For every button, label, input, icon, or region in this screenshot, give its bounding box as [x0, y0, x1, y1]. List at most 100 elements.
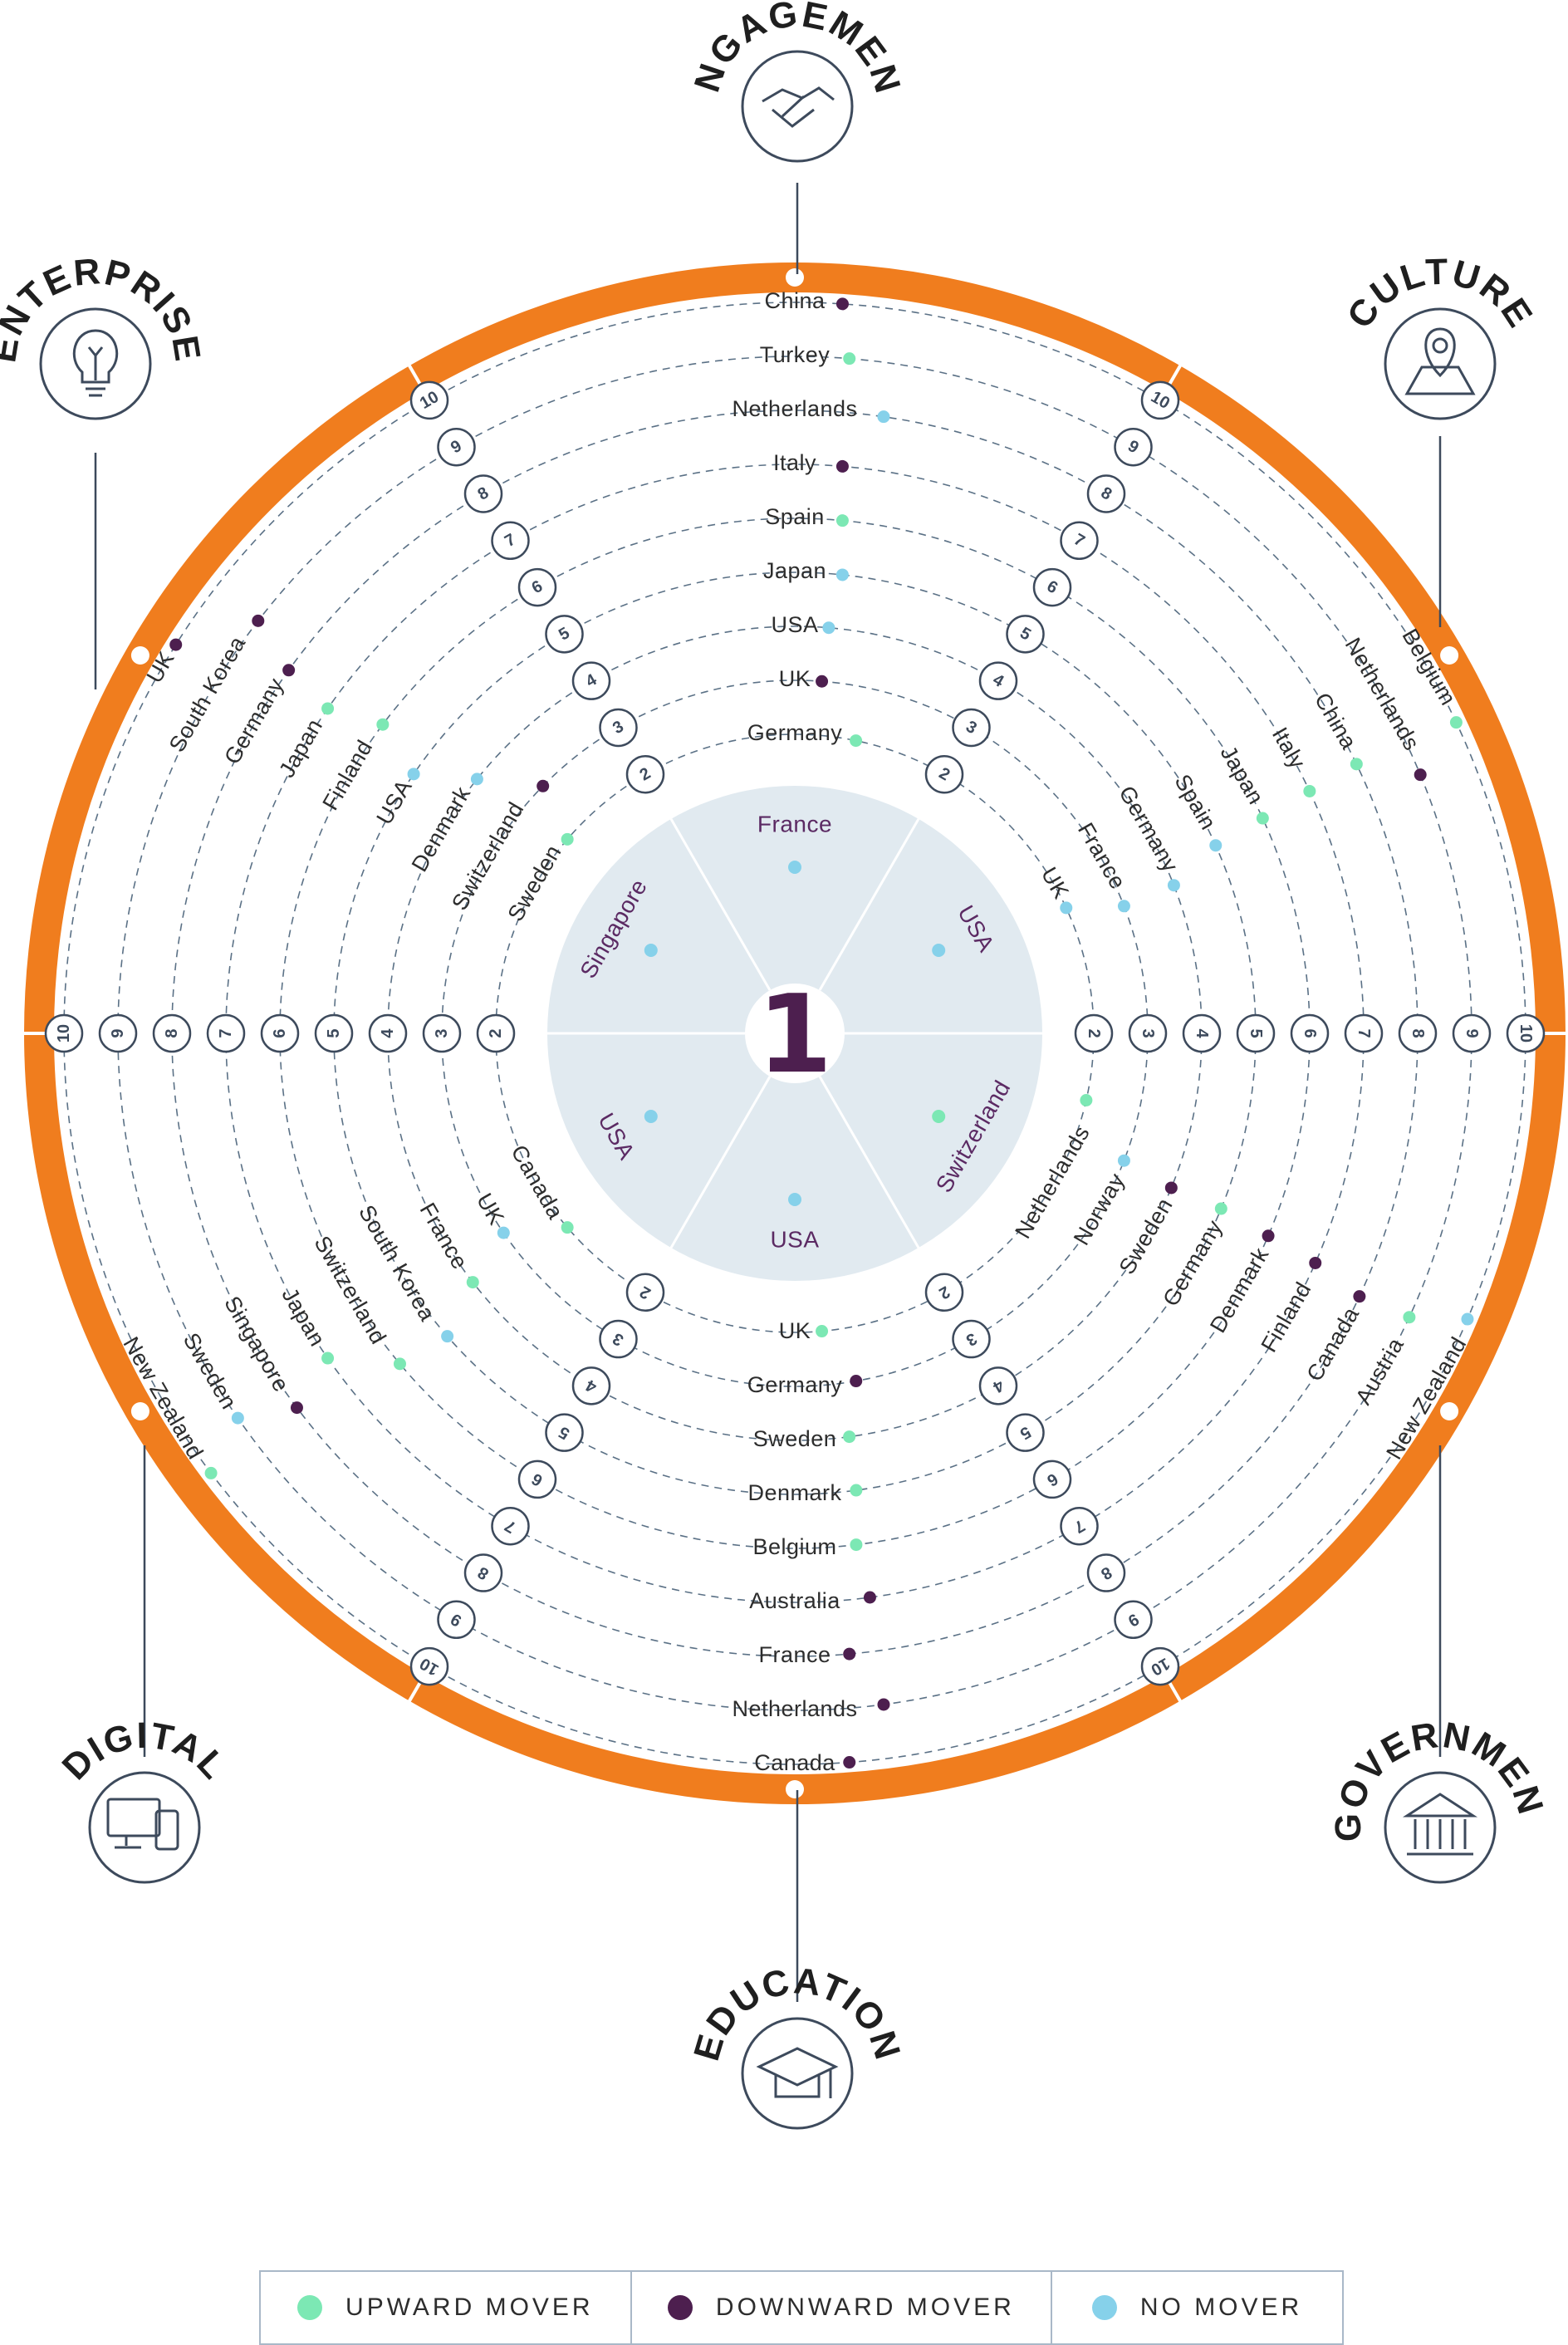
country-label: Sweden — [753, 1426, 837, 1451]
ring-dot — [130, 646, 149, 665]
country-label: Netherlands — [732, 1696, 857, 1721]
rank-badge — [571, 1366, 611, 1406]
rank-badge-number: 7 — [217, 1028, 235, 1038]
rank-badge — [1398, 1013, 1438, 1053]
rank-badge — [599, 708, 638, 748]
rank-badge — [1006, 1413, 1045, 1452]
rank-badge — [491, 1506, 530, 1546]
rank-badge — [409, 1646, 449, 1686]
first-place-dot — [932, 944, 946, 957]
map-pin-icon-glyph — [1404, 327, 1476, 395]
pin-shape — [1424, 327, 1456, 378]
mover-status-dot — [1080, 1094, 1093, 1107]
country-label: Italy — [773, 450, 816, 475]
country-label: Belgium — [752, 1534, 836, 1559]
mover-status-dot — [1309, 1256, 1322, 1269]
map-pin-icon — [1384, 307, 1497, 420]
mover-status-dot — [561, 832, 574, 846]
rank-badge-number: 5 — [325, 1028, 343, 1038]
handshake-icon-glyph — [762, 86, 835, 128]
country-label: Austria — [1350, 1333, 1409, 1409]
rank-badge — [1290, 1013, 1330, 1053]
mover-status-dot — [561, 1221, 574, 1234]
center-divider — [818, 818, 920, 991]
country-label: China — [1310, 689, 1362, 754]
mover-status-dot — [877, 1698, 890, 1711]
rank-badge-number: 5 — [1247, 1028, 1265, 1038]
country-label: Denmark — [747, 1480, 841, 1505]
legend: UPWARD MOVER DOWNWARD MOVER NO MOVER — [259, 2270, 1344, 2345]
country-label: UK — [1036, 863, 1074, 903]
country-label: Japan — [274, 714, 327, 782]
rank-badge — [152, 1013, 192, 1053]
mover-status-dot — [1164, 1181, 1178, 1195]
mover-status-dot — [169, 638, 183, 651]
mover-status-dot — [321, 1352, 335, 1365]
country-label: Japan — [277, 1283, 330, 1351]
rank-badge — [98, 1013, 138, 1053]
rank-badge — [422, 1013, 462, 1053]
country-label: Norway — [1069, 1169, 1129, 1249]
mover-status-dot — [1117, 1154, 1130, 1167]
mover-status-dot — [850, 1538, 863, 1552]
mover-status-dot — [850, 1484, 863, 1497]
rank-badge-number: 8 — [163, 1028, 181, 1038]
no-mover-dot — [1091, 2295, 1117, 2320]
rank-badge — [924, 754, 964, 794]
mover-status-dot — [290, 1401, 303, 1415]
rank-badge — [599, 1319, 638, 1359]
country-label: Germany — [1114, 782, 1183, 876]
rank-badge-number: 8 — [1409, 1028, 1427, 1038]
country-label: Japan — [1216, 742, 1269, 809]
country-label: Denmark — [1205, 1244, 1273, 1337]
rank-badge — [1182, 1013, 1222, 1053]
rank-badge — [476, 1013, 516, 1053]
mover-status-dot — [1209, 839, 1223, 852]
mover-status-dot — [537, 779, 550, 792]
mover-status-dot — [1262, 1229, 1275, 1243]
country-label: USA — [771, 612, 818, 637]
mover-status-dot — [466, 1276, 479, 1289]
rank-badge — [517, 567, 557, 607]
country-label: UK — [472, 1189, 509, 1229]
mover-status-dot — [1414, 768, 1427, 782]
mover-status-dot — [470, 773, 483, 786]
country-label: France — [758, 1642, 831, 1667]
country-label: Sweden — [1115, 1194, 1178, 1278]
rank-badge — [952, 1319, 991, 1359]
rank-badge — [625, 1273, 665, 1312]
center-divider — [669, 818, 772, 991]
rank-badge — [1114, 427, 1153, 467]
mover-status-dot — [843, 1430, 856, 1444]
country-label: Canada — [754, 1750, 835, 1775]
first-place-dot — [644, 1110, 658, 1123]
mover-status-dot — [441, 1330, 454, 1343]
rank-badge — [1452, 1013, 1492, 1053]
first-place-dot — [644, 944, 658, 957]
rank-badge — [437, 1600, 476, 1640]
rank-badge-number: 10 — [1517, 1024, 1535, 1042]
rank-badge — [1114, 1600, 1153, 1640]
map-base — [1404, 365, 1476, 395]
rank-badge — [1506, 1013, 1546, 1053]
first-place-dot — [932, 1110, 946, 1123]
mover-status-dot — [863, 1591, 876, 1604]
country-label: France — [1073, 818, 1131, 893]
downward-mover-dot — [667, 2295, 693, 2320]
rank-badge — [517, 1459, 557, 1499]
mover-status-dot — [1350, 758, 1363, 771]
mover-status-dot — [1303, 784, 1316, 797]
mover-status-dot — [843, 352, 856, 365]
rank-badge-number: 4 — [1193, 1028, 1211, 1038]
pin-hole — [1432, 337, 1448, 354]
rank-badge — [1060, 521, 1099, 561]
mover-status-dot — [850, 1375, 863, 1388]
legend-item-downward: DOWNWARD MOVER — [632, 2272, 1053, 2343]
rank-badge — [1086, 474, 1126, 513]
ring-dot — [1440, 646, 1459, 665]
rank-badge — [463, 474, 503, 513]
legend-label: NO MOVER — [1139, 2293, 1303, 2321]
rank-badge — [409, 380, 449, 420]
mover-status-dot — [231, 1411, 244, 1425]
